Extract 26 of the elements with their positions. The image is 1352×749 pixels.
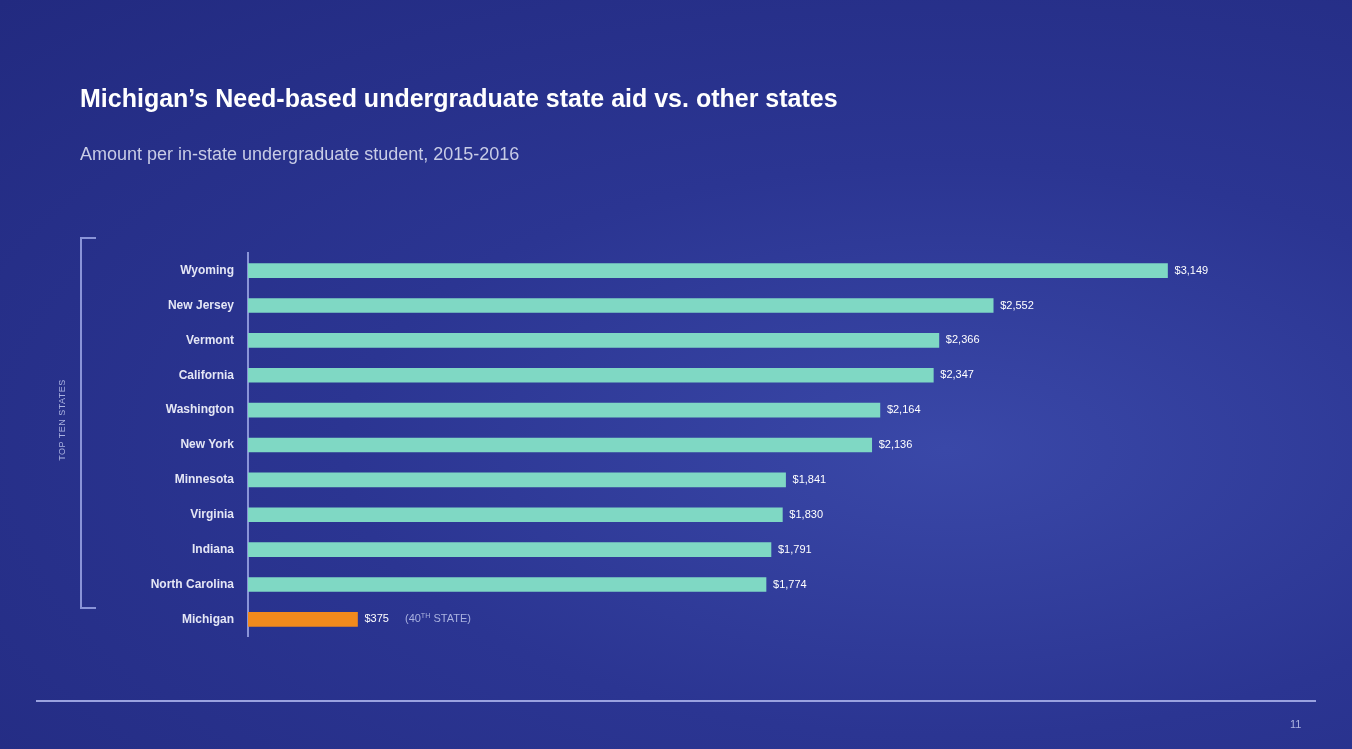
data-label: $1,841 (792, 472, 827, 485)
chart-title: Michigan’s Need-based undergraduate state aid vs. other states (80, 84, 838, 113)
y-tick-label: New York (180, 437, 235, 452)
data-label: $1,830 (789, 507, 824, 520)
chart-subtitle: Amount per in-state undergraduate student, 2015-2016 (80, 144, 520, 165)
data-label: $2,347 (940, 368, 974, 381)
text: 11 (1290, 718, 1302, 730)
data-label: $375 (364, 612, 389, 625)
data-label: $2,164 (886, 403, 921, 416)
data-label: $2,366 (945, 333, 980, 346)
data-label: $2,552 (1000, 298, 1034, 311)
data-label: $1,774 (773, 577, 807, 590)
text: TOP TEN STATES (57, 379, 67, 461)
y-tick-label: Minnesota (174, 472, 235, 487)
y-tick-label: Wyoming (180, 262, 234, 277)
y-tick-label: Michigan (181, 611, 234, 626)
y-tick-label: Vermont (185, 332, 234, 347)
y-tick-label: North Carolina (150, 576, 235, 591)
y-tick-label: New Jersey (167, 297, 235, 312)
y-tick-label: Washington (165, 402, 234, 417)
data-label: $3,149 (1174, 263, 1209, 276)
y-tick-label: California (178, 367, 235, 382)
y-tick-label: Virginia (190, 507, 235, 522)
y-tick-label: Indiana (191, 541, 235, 556)
data-label: $1,791 (777, 542, 812, 555)
data-label: $2,136 (878, 438, 913, 451)
